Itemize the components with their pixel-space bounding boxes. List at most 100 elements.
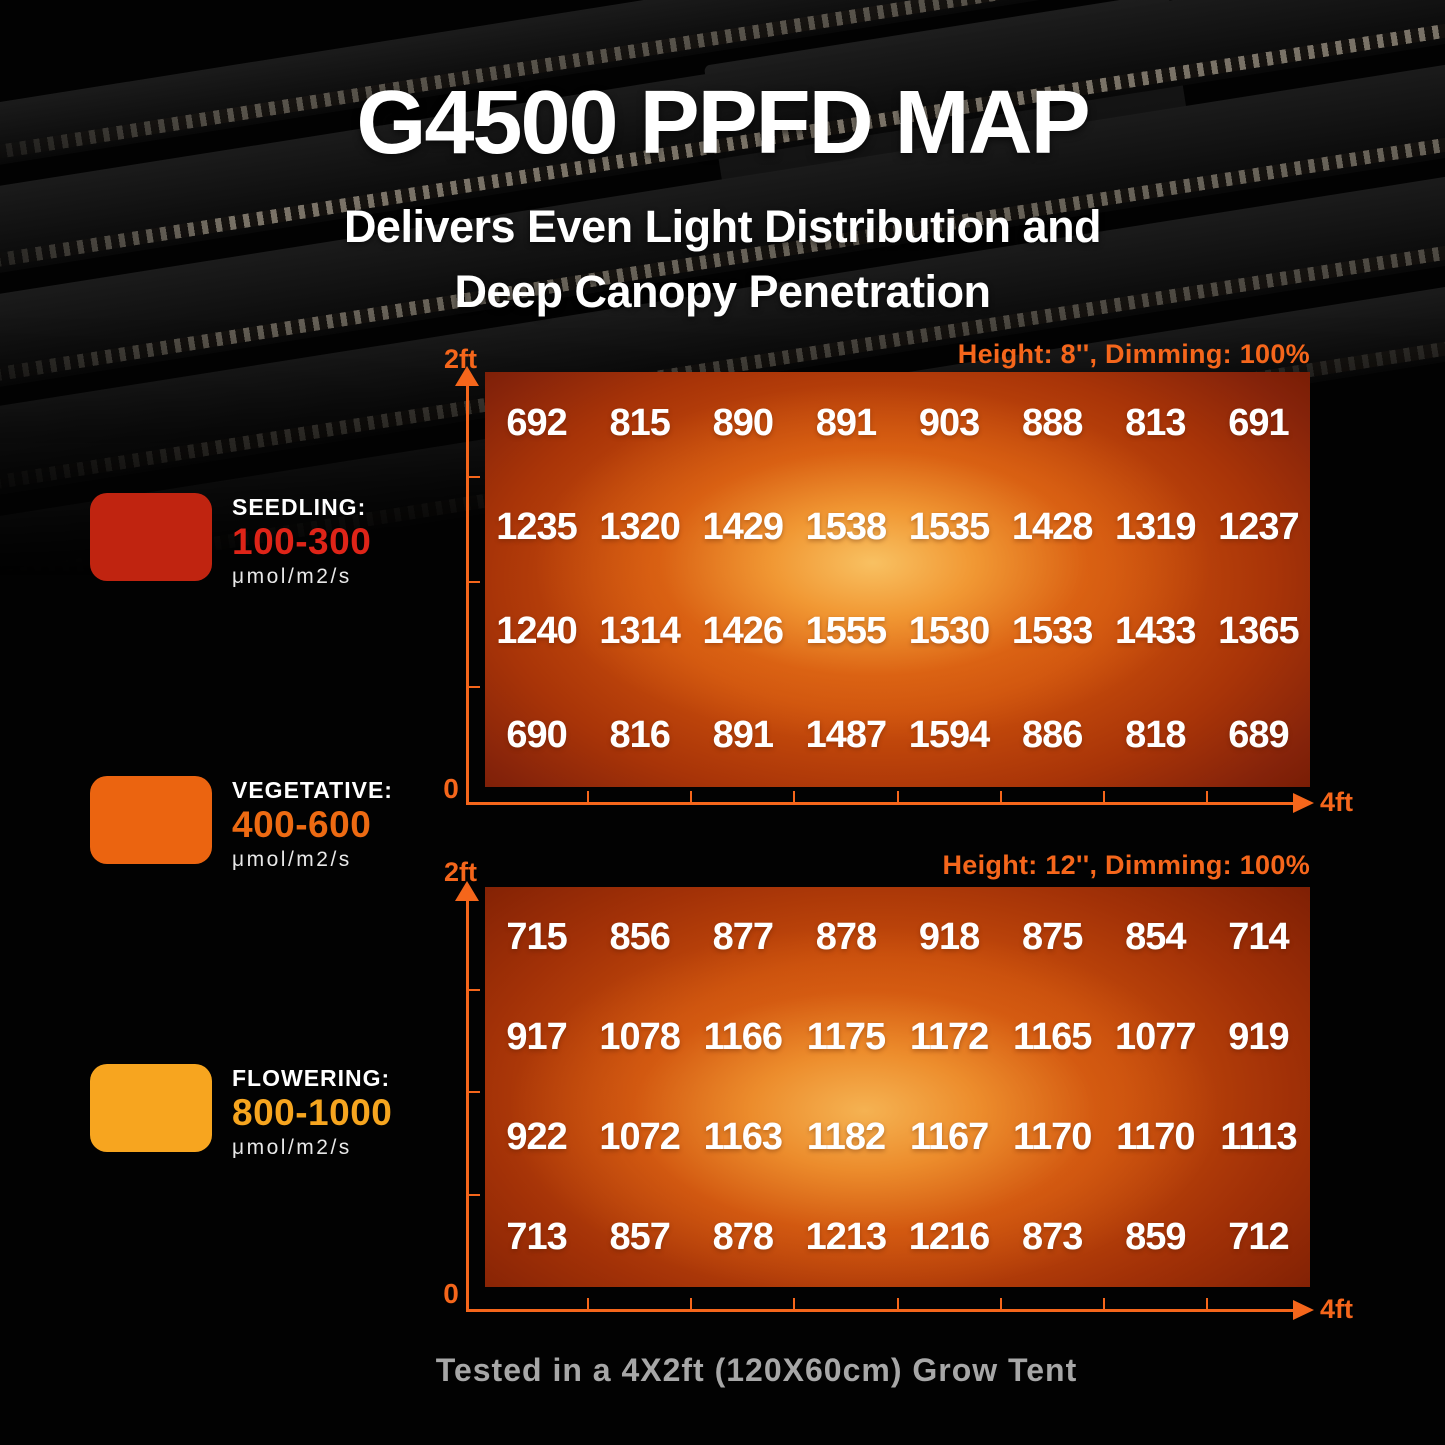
ppfd-value: 1426 — [702, 609, 785, 652]
legend-item-flowering: FLOWERING: 800-1000 μmol/m2/s — [90, 1061, 490, 1161]
page-subtitle: Delivers Even Light Distribution and Dee… — [0, 194, 1445, 325]
ppfd-value: 1365 — [1218, 609, 1300, 652]
ppfd-value: 715 — [506, 915, 567, 958]
chart1-y-axis — [466, 382, 469, 804]
axis-tick — [690, 1298, 693, 1309]
axis-tick — [469, 686, 480, 688]
ppfd-value: 1555 — [805, 609, 888, 652]
chart1-x-axis-ticks — [485, 791, 1310, 802]
axis-tick — [999, 1298, 1002, 1309]
ppfd-value: 878 — [712, 1215, 774, 1258]
ppfd-value: 1216 — [908, 1215, 991, 1258]
axis-tick — [469, 581, 480, 583]
ppfd-value: 1428 — [1011, 506, 1094, 549]
ppfd-value: 713 — [506, 1215, 567, 1258]
chart1-origin-label: 0 — [443, 773, 459, 804]
ppfd-value: 1237 — [1218, 506, 1300, 549]
legend-unit: μmol/m2/s — [232, 564, 352, 588]
seedling-color-swatch — [90, 493, 212, 581]
ppfd-value: 888 — [1021, 402, 1083, 445]
ppfd-value: 818 — [1125, 713, 1186, 756]
chart2-annotation: Height: 12'', Dimming: 100% — [942, 850, 1310, 880]
ppfd-value: 1538 — [805, 506, 888, 549]
chart2-origin-label: 0 — [443, 1278, 459, 1309]
axis-tick — [1102, 791, 1105, 802]
ppfd-value: 1175 — [806, 1015, 886, 1058]
ppfd-value: 886 — [1021, 713, 1083, 756]
ppfd-value: 922 — [506, 1115, 567, 1158]
ppfd-value: 1077 — [1115, 1015, 1197, 1058]
legend-item-vegetative: VEGETATIVE: 400-600 μmol/m2/s — [90, 773, 490, 873]
legend-label: VEGETATIVE: — [232, 777, 393, 803]
ppfd-value: 1166 — [703, 1015, 783, 1058]
ppfd-value: 1167 — [909, 1115, 989, 1158]
ppfd-value: 692 — [506, 402, 567, 445]
axis-tick — [469, 476, 480, 478]
ppfd-value: 859 — [1125, 1215, 1186, 1258]
ppfd-value: 857 — [609, 1215, 670, 1258]
axis-tick — [469, 988, 480, 991]
ppfd-value: 873 — [1021, 1215, 1083, 1258]
legend-range: 400-600 — [232, 804, 372, 845]
legend-text-seedling: SEEDLING: 100-300 μmol/m2/s — [232, 494, 371, 589]
chart1-x-axis-arrow-icon — [1293, 793, 1314, 813]
ppfd-value: 854 — [1125, 915, 1186, 958]
legend-item-seedling: SEEDLING: 100-300 μmol/m2/s — [90, 490, 490, 590]
ppfd-value: 815 — [609, 402, 670, 445]
ppfd-value: 1072 — [599, 1115, 681, 1158]
ppfd-value: 1078 — [599, 1015, 681, 1058]
ppfd-value: 1240 — [496, 609, 578, 652]
subtitle-line-1: Delivers Even Light Distribution and — [343, 201, 1102, 252]
ppfd-value: 1433 — [1115, 609, 1197, 652]
legend-unit: μmol/m2/s — [232, 1135, 352, 1159]
chart2-x-axis-ticks — [485, 1298, 1310, 1309]
ppfd-value: 690 — [506, 713, 567, 756]
ppfd-value: 1235 — [496, 506, 578, 549]
ppfd-value: 1213 — [805, 1215, 888, 1258]
ppfd-value: 856 — [609, 915, 670, 958]
ppfd-value: 1533 — [1011, 609, 1094, 652]
ppfd-value: 712 — [1228, 1215, 1289, 1258]
legend-unit: μmol/m2/s — [232, 847, 352, 871]
axis-tick — [793, 1298, 796, 1309]
ppfd-value: 1182 — [806, 1115, 886, 1158]
ppfd-value: 1535 — [908, 506, 991, 549]
chart2-x-axis-label: 4ft — [1320, 1294, 1353, 1324]
ppfd-grid-8in: 692 815 890 891 903 888 813 691 1235 1320 1429 1538… — [485, 372, 1310, 787]
chart1-x-axis-label: 4ft — [1320, 787, 1353, 817]
ppfd-value: 1319 — [1115, 506, 1197, 549]
axis-tick — [587, 1298, 590, 1309]
ppfd-value: 919 — [1228, 1015, 1289, 1058]
ppfd-heatmap-12in: 715 856 877 878 918 875 854 714 917 1078 1166 1175 1… — [485, 887, 1310, 1287]
ppfd-value: 917 — [506, 1015, 567, 1058]
ppfd-value: 890 — [712, 402, 774, 445]
chart1-x-axis — [466, 802, 1296, 805]
axis-tick — [896, 791, 899, 802]
flowering-color-swatch — [90, 1064, 212, 1152]
axis-tick — [587, 791, 590, 802]
ppfd-value: 1487 — [805, 713, 888, 756]
page-title: G4500 PPFD MAP — [356, 73, 1090, 173]
legend-range: 100-300 — [232, 521, 372, 562]
axis-tick — [690, 791, 693, 802]
ppfd-value: 891 — [712, 713, 774, 756]
ppfd-value: 1165 — [1012, 1015, 1092, 1058]
ppfd-value: 714 — [1228, 915, 1289, 958]
ppfd-value: 1530 — [908, 609, 991, 652]
ppfd-value: 813 — [1125, 402, 1186, 445]
axis-tick — [469, 1091, 480, 1093]
ppfd-value: 1170 — [1012, 1115, 1092, 1158]
ppfd-value: 903 — [918, 402, 980, 445]
chart1-y-axis-ticks — [469, 372, 480, 792]
ppfd-value: 1314 — [599, 609, 681, 652]
ppfd-heatmap-8in: 692 815 890 891 903 888 813 691 1235 1320 1429 1538… — [485, 372, 1310, 787]
chart2-x-axis — [466, 1309, 1296, 1312]
chart2-y-axis — [466, 897, 469, 1311]
vegetative-color-swatch — [90, 776, 212, 864]
ppfd-value: 1320 — [599, 506, 681, 549]
axis-tick — [793, 791, 796, 802]
chart2-y-axis-arrow-icon — [455, 881, 479, 901]
legend-label: FLOWERING: — [232, 1065, 391, 1091]
legend-range: 800-1000 — [232, 1092, 393, 1133]
